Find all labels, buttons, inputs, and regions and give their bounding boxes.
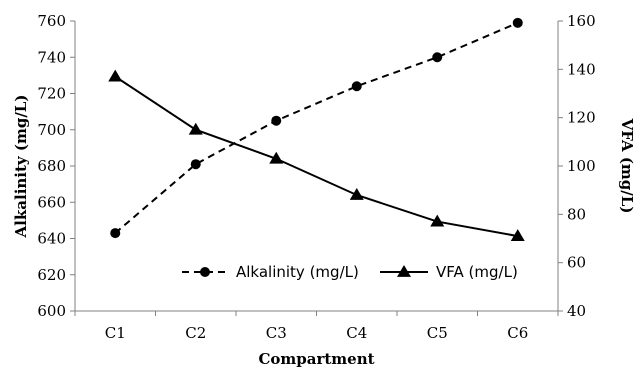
left-tick-label: 600 (37, 302, 66, 320)
left-tick-label: 660 (37, 193, 66, 211)
data-point (432, 52, 442, 62)
data-point (189, 123, 203, 135)
x-tick-label: C4 (346, 324, 367, 342)
data-point (191, 159, 201, 169)
right-tick-label: 120 (567, 109, 596, 127)
legend-label-alkalinity: Alkalinity (mg/L) (236, 263, 359, 281)
x-tick-label: C6 (507, 324, 528, 342)
left-tick-label: 620 (37, 266, 66, 284)
right-tick-label: 40 (567, 302, 586, 320)
left-tick-label: 700 (37, 121, 66, 139)
series-layer (108, 18, 525, 241)
x-tick-label: C3 (266, 324, 287, 342)
data-point (110, 228, 120, 238)
right-tick-label: 140 (567, 60, 596, 78)
x-tick-label: C1 (105, 324, 126, 342)
right-tick-label: 80 (567, 205, 586, 223)
left-tick-label: 760 (37, 12, 66, 30)
y-axis-title-left: Alkalinity (mg/L) (12, 95, 30, 239)
series-alkalinity (110, 18, 523, 238)
data-point (352, 81, 362, 91)
right-tick-label: 160 (567, 12, 596, 30)
left-tick-label: 640 (37, 230, 66, 248)
data-point (513, 18, 523, 28)
right-axis-ticks: 40 60 80 100 120 140 160 (558, 12, 596, 320)
x-tick-label: C2 (185, 324, 206, 342)
legend-marker-alkalinity (200, 267, 210, 277)
left-tick-label: 720 (37, 85, 66, 103)
legend: Alkalinity (mg/L) VFA (mg/L) (182, 263, 518, 281)
right-tick-label: 60 (567, 254, 586, 272)
x-axis-title: Compartment (258, 350, 374, 368)
right-tick-label: 100 (567, 157, 596, 175)
left-tick-label: 680 (37, 157, 66, 175)
series-line (115, 23, 518, 233)
left-axis-ticks: 600 620 640 660 680 700 720 740 760 (37, 12, 75, 320)
data-point (108, 70, 122, 82)
data-point (271, 116, 281, 126)
series-line (115, 77, 518, 237)
series-vfa (108, 70, 525, 241)
left-tick-label: 740 (37, 48, 66, 66)
legend-marker-vfa (397, 265, 411, 277)
legend-label-vfa: VFA (mg/L) (436, 263, 518, 281)
x-axis-ticks: C1 C2 C3 C4 C5 C6 (75, 311, 558, 342)
x-tick-label: C5 (427, 324, 448, 342)
y-axis-title-right: VFA (mg/L) (618, 118, 634, 214)
data-point (350, 188, 364, 200)
